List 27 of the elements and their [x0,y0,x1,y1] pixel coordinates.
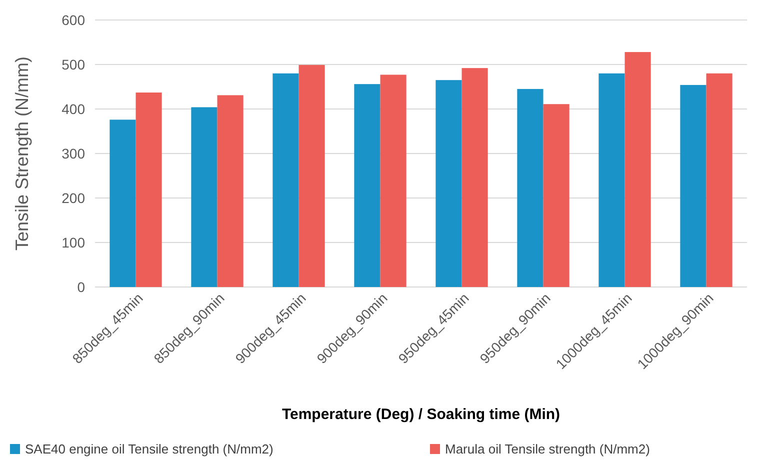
y-tick-label: 500 [62,56,86,72]
y-tick-label: 200 [62,190,86,206]
y-tick-label: 300 [62,145,86,162]
y-tick-label: 100 [62,234,86,250]
bar [380,74,406,287]
y-tick-label: 0 [77,278,86,295]
bar [462,68,488,287]
x-axis-title: Temperature (Deg) / Soaking time (Min) [282,406,560,423]
bar [191,107,218,287]
bar [543,104,570,287]
legend-label: Marula oil Tensile strength (N/mm2) [445,442,650,457]
bar [598,73,625,287]
bar [706,73,732,287]
bar [136,92,162,287]
bar [298,64,325,287]
bar [354,84,380,287]
bar [624,52,651,287]
bar [217,95,244,287]
bar [517,88,544,287]
y-tick-label: 400 [62,100,86,117]
bar [436,80,462,287]
legend-label: SAE40 engine oil Tensile strength (N/mm2) [25,442,274,457]
y-axis-title: Tensile Strength (N/mm) [12,56,32,251]
y-tick-label: 600 [62,12,86,28]
bar [272,73,299,287]
bar [680,84,706,287]
bar [110,120,136,287]
